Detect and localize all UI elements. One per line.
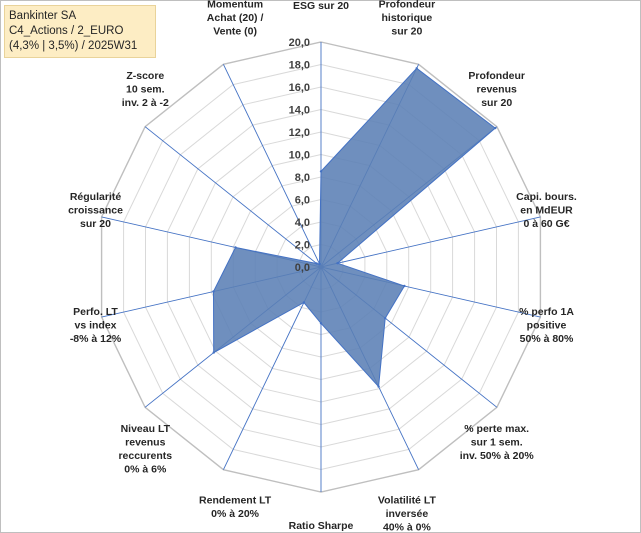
data-point [384,317,387,320]
tick-label: 14,0 [289,105,310,117]
data-point [318,262,321,266]
tick-label: 12,0 [289,127,310,139]
axis-label: Régularité croissance sur 20 [68,191,123,230]
axis-spoke [144,126,322,268]
tick-label: 2,0 [295,240,310,252]
series-area [212,67,496,388]
data-point [315,262,318,265]
data-point [494,126,497,130]
data-point [403,284,406,288]
axis-label: Ratio Sharpe0 à 1 [289,520,354,533]
tick-label: 18,0 [289,60,310,72]
data-point [415,67,418,70]
axis-label: Momentum Achat (20) / Vente (0) [207,0,264,38]
data-point [319,322,323,325]
tick-label: 6,0 [295,195,310,207]
axis-spoke [320,216,541,268]
tick-label: 4,0 [295,217,310,229]
axis-label: Profondeur historique sur 20 [379,0,436,38]
series-layer [212,67,497,388]
axis-spoke [222,64,322,268]
tick-layer: 0,0 2,0 4,0 6,0 8,0 10,0 12,0 14,0 16,0 18,0 20,0 [289,37,310,274]
axis-label: % perfo 1A positive 50% à 80% [519,306,574,345]
stock-period: (4,3% | 3,5%) / 2025W31 [9,40,138,52]
axis-label: Rendement LT 0% à 20% [199,494,272,520]
data-point [302,301,306,304]
data-point [212,351,215,354]
axis-label: % perte max. sur 1 sem. inv. 50% à 20% [460,423,535,462]
axis-label: Niveau LT revenus reccurents 0% à 6% [118,423,172,476]
axis-label: Perfo. LT vs index -8% à 12% [70,306,122,345]
info-box: Bankinter SA C4_Actions / 2_EURO (4,3% |… [4,5,156,58]
stock-category: C4_Actions / 2_EURO [9,25,124,37]
axis-label: NoteESG sur 20 [293,0,349,12]
data-point [234,246,237,249]
axis-label: Volatilité LT inversée 40% à 0% [378,494,437,533]
axis-label: Profondeur revenus sur 20 [468,70,525,109]
data-point [319,170,323,173]
tick-label: 0,0 [295,262,310,274]
tick-label: 8,0 [295,172,310,184]
tick-label: 10,0 [289,150,310,162]
axis-label: Z-score 10 sem. inv. 2 à -2 [122,70,169,109]
data-point [377,385,380,388]
axis-label: Capi. bours. en MdEUR 0 à 60 G€ [516,191,577,230]
stock-name: Bankinter SA [9,10,77,22]
data-point [212,290,215,293]
tick-label: 20,0 [289,37,310,49]
tick-label: 16,0 [289,82,310,94]
data-point [336,262,339,265]
